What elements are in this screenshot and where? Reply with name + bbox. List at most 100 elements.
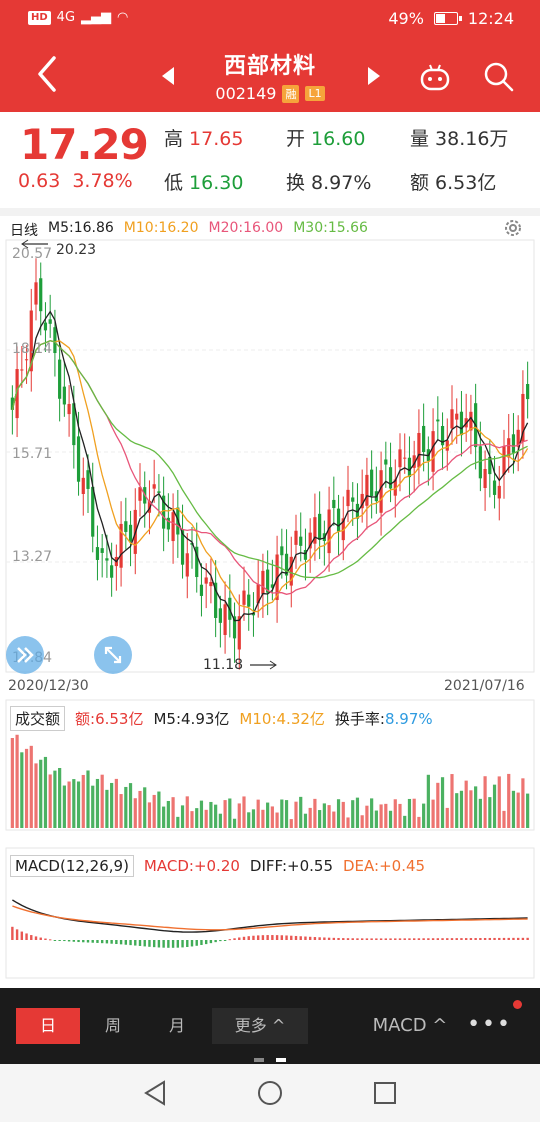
tab-more[interactable]: 更多 ^ [212,1008,308,1044]
volume-bar [53,770,57,828]
amount-value: 6.53亿 [435,172,497,194]
macd-histogram-bar [20,931,24,940]
macd-histogram-bar [129,940,132,946]
candle-body [393,479,397,496]
macd-histogram-bar [30,935,33,940]
turnover-label: 换 [286,172,306,194]
macd-histogram-bar [502,937,506,940]
turnover-item: 换 8.97% [286,168,371,195]
macd-histogram-bar [186,940,189,948]
macd-histogram-bar [256,935,260,940]
indicator-switch-button[interactable]: MACD ^ [372,1015,448,1036]
volume-bar [497,776,501,828]
y-label-top: 20.57 [12,246,53,262]
period-label[interactable]: 日线 [10,223,38,239]
macd-indicator-label[interactable]: MACD(12,26,9) [10,855,134,877]
ma30-line [11,340,528,579]
macd-histogram-bar [493,937,496,940]
macd-histogram-bar [526,937,529,940]
previous-stock-icon[interactable] [158,64,178,88]
candle-body [431,431,435,472]
candle-body [450,409,454,429]
volume-bar [100,774,104,828]
volume-bar [176,816,180,828]
volume-turnover-label: 换手率: [334,710,385,728]
kline-chart[interactable] [0,0,540,990]
macd-histogram-bar [86,940,90,943]
candle-body [280,546,284,556]
tab-week[interactable]: 周 [104,1016,121,1035]
macd-histogram-bar [360,938,364,940]
macd-histogram-bar [48,939,52,941]
diff-line [12,899,528,933]
macd-histogram-bar [100,940,104,944]
candle-body [289,556,293,586]
candle-body [294,530,298,545]
volume-bar [180,805,185,828]
candle-body [459,411,464,436]
macd-histogram-bar [351,938,354,940]
volume-value: 38.16万 [435,128,509,150]
back-arrow-icon[interactable] [30,54,64,94]
candle-body [67,403,71,415]
volume-bar [24,748,29,828]
macd-histogram-bar [176,940,180,948]
settings-gear-icon[interactable] [502,217,524,239]
candle-body [318,513,322,540]
volume-bar [72,779,76,828]
volume-bar [436,782,440,828]
volume-bar [341,801,345,828]
volume-bar [15,734,19,828]
ma20-legend: M20:16.00 [208,220,284,236]
candle-body [81,477,85,494]
macd-histogram-bar [91,940,94,943]
search-icon[interactable] [482,60,516,94]
volume-bar [289,819,293,828]
section-divider [0,208,540,216]
volume-bar [223,800,227,828]
volume-bar [464,780,468,828]
candle-body [422,425,426,453]
volume-bar [147,802,152,828]
macd-histogram-bar [162,940,165,948]
volume-indicator-label[interactable]: 成交额 [10,706,66,731]
candle-body [521,393,525,442]
next-stock-icon[interactable] [364,64,384,88]
macd-histogram-bar [72,940,76,942]
macd-histogram-bar [384,938,388,940]
tab-day[interactable]: 日 [16,1008,80,1044]
ma5-line [11,310,529,622]
candle-body [445,440,449,451]
nav-home-icon[interactable] [255,1078,285,1108]
volume-bar [445,807,449,828]
more-options-icon[interactable]: ••• [467,1012,512,1037]
robot-assistant-icon[interactable] [418,60,452,94]
macd-histogram-bar [512,937,515,940]
volume-bar [379,804,383,828]
ma10-line [11,340,529,613]
volume-bar [58,768,62,828]
candle-body [388,467,393,489]
candle-body [15,369,19,419]
candle-body [218,608,222,623]
volume-bar [516,792,520,828]
candle-body [412,455,416,468]
nav-recents-icon[interactable] [370,1078,400,1108]
volume-bar [143,787,147,828]
candle-body [232,616,237,639]
volume-bar [48,774,52,828]
amount-label: 额 [410,172,430,194]
tab-month[interactable]: 月 [168,1016,185,1035]
collapse-panel-button[interactable] [6,636,44,674]
macd-histogram-bar [308,936,312,940]
candle-body [303,549,308,560]
candle-body [128,524,133,542]
fullscreen-button[interactable] [94,636,132,674]
candle-body [313,517,317,544]
macd-histogram-bar [195,940,198,946]
volume-bar [124,786,128,828]
nav-back-icon[interactable] [140,1078,170,1108]
max-marker-arrowhead [21,239,29,249]
macd-histogram-bar [58,940,61,941]
macd-histogram-bar [275,935,279,940]
